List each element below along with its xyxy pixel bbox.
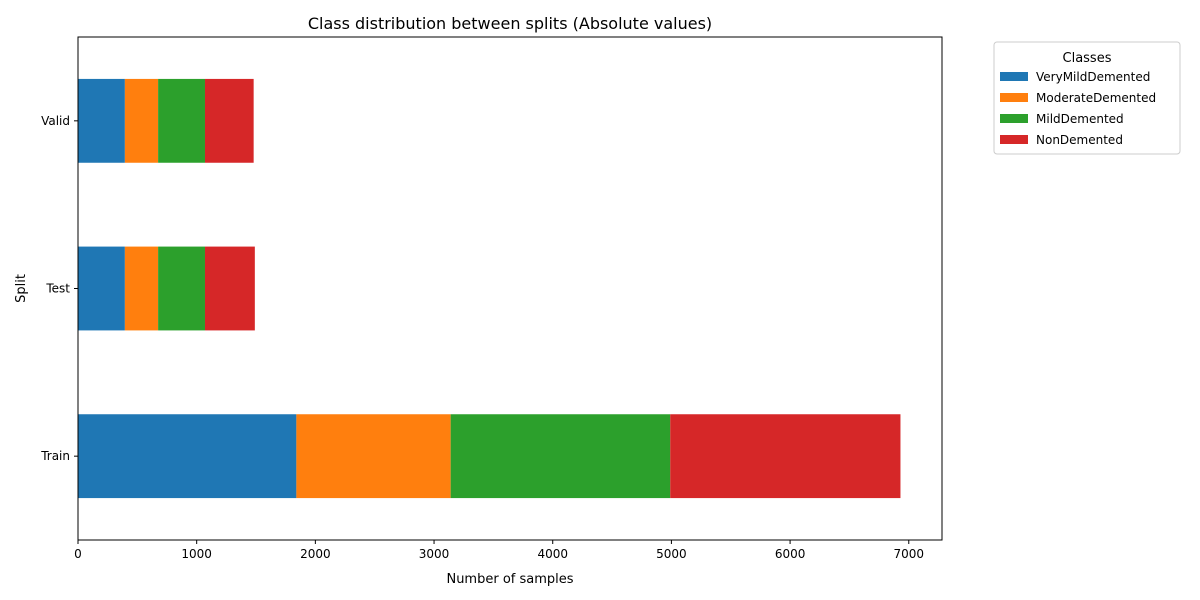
legend-entry-label: NonDemented — [1036, 133, 1123, 147]
x-tick-label: 4000 — [537, 547, 568, 561]
chart-title: Class distribution between splits (Absol… — [308, 14, 712, 33]
bar-test-moderatedemented — [124, 246, 159, 331]
legend-entry-label: VeryMildDemented — [1036, 70, 1150, 84]
y-tick-label: Test — [45, 282, 70, 296]
bar-train-moderatedemented — [296, 414, 451, 499]
x-axis-label: Number of samples — [446, 572, 573, 587]
x-axis: 0 1000 2000 3000 4000 5000 6000 7000 — [74, 540, 924, 561]
bar-test-verymilddemented — [78, 246, 125, 331]
x-tick-label: 3000 — [419, 547, 450, 561]
bar-train-nondemented — [670, 414, 901, 499]
bar-valid-milddemented — [158, 78, 205, 163]
legend-box — [993, 41, 1181, 155]
bar-test-milddemented — [158, 246, 205, 331]
x-tick-label: 5000 — [656, 547, 687, 561]
legend: Classes VeryMildDemented ModerateDemented… — [993, 41, 1181, 155]
bar-valid-verymilddemented — [78, 78, 125, 163]
legend-swatch — [1000, 93, 1028, 102]
y-axis-label: Split — [14, 274, 29, 303]
bar-train-verymilddemented — [78, 414, 297, 499]
x-tick-label: 2000 — [300, 547, 331, 561]
legend-entry-label: ModerateDemented — [1036, 91, 1156, 105]
plot-frame — [77, 36, 943, 541]
legend-title: Classes — [1063, 51, 1112, 66]
bar-valid-moderatedemented — [124, 78, 159, 163]
x-tick-label: 0 — [74, 547, 82, 561]
x-tick-label: 1000 — [181, 547, 212, 561]
bar-valid-nondemented — [204, 78, 254, 163]
legend-swatch — [1000, 135, 1028, 144]
x-tick-label: 7000 — [893, 547, 924, 561]
legend-entry-label: MildDemented — [1036, 112, 1124, 126]
legend-swatch — [1000, 72, 1028, 81]
bars-group — [78, 78, 901, 499]
bar-train-milddemented — [450, 414, 671, 499]
x-tick-label: 6000 — [775, 547, 806, 561]
y-tick-label: Valid — [41, 114, 70, 128]
y-axis: Train Test Valid — [40, 114, 78, 463]
y-tick-label: Train — [40, 449, 70, 463]
legend-swatch — [1000, 114, 1028, 123]
bar-test-nondemented — [204, 246, 255, 331]
